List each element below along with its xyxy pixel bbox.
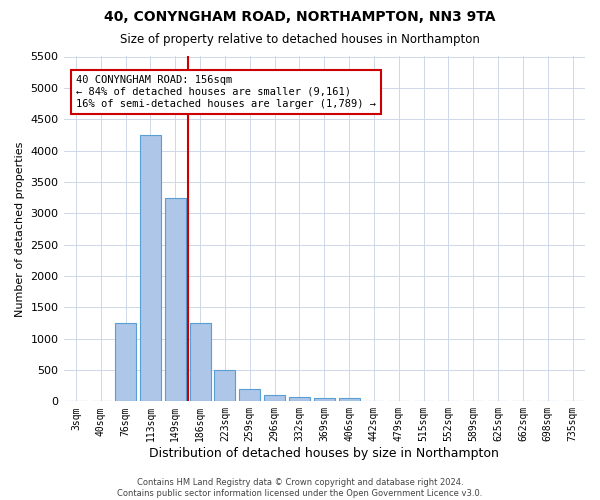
Text: 40 CONYNGHAM ROAD: 156sqm
← 84% of detached houses are smaller (9,161)
16% of se: 40 CONYNGHAM ROAD: 156sqm ← 84% of detac… bbox=[76, 76, 376, 108]
Bar bbox=[115, 323, 136, 402]
Text: 40, CONYNGHAM ROAD, NORTHAMPTON, NN3 9TA: 40, CONYNGHAM ROAD, NORTHAMPTON, NN3 9TA bbox=[104, 10, 496, 24]
Bar bbox=[190, 323, 211, 402]
Bar bbox=[239, 389, 260, 402]
Text: Size of property relative to detached houses in Northampton: Size of property relative to detached ho… bbox=[120, 32, 480, 46]
Bar bbox=[289, 396, 310, 402]
Bar bbox=[338, 398, 359, 402]
X-axis label: Distribution of detached houses by size in Northampton: Distribution of detached houses by size … bbox=[149, 447, 499, 460]
Text: Contains HM Land Registry data © Crown copyright and database right 2024.
Contai: Contains HM Land Registry data © Crown c… bbox=[118, 478, 482, 498]
Bar bbox=[314, 398, 335, 402]
Bar bbox=[264, 395, 285, 402]
Bar bbox=[165, 198, 186, 402]
Bar bbox=[140, 135, 161, 402]
Bar bbox=[214, 370, 235, 402]
Y-axis label: Number of detached properties: Number of detached properties bbox=[15, 141, 25, 316]
